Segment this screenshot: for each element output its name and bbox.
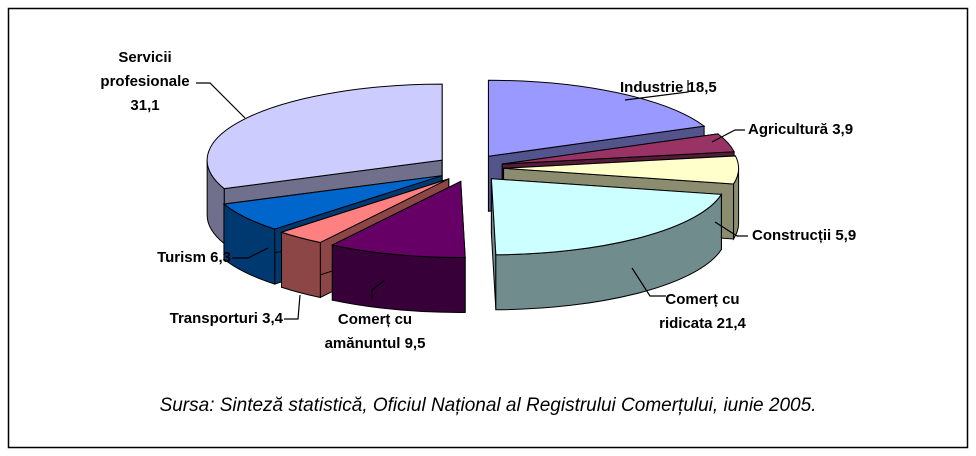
slice — [330, 180, 466, 258]
leader-lines — [196, 80, 748, 320]
label: Turism 6,3 — [157, 249, 231, 266]
slice — [502, 133, 735, 165]
slice — [279, 178, 449, 244]
label: Transporturi 3,4 — [169, 310, 283, 327]
slice-wall — [281, 231, 321, 299]
label: Comerț cu ridicata 21,4 — [659, 291, 746, 332]
slice — [490, 178, 723, 256]
label: Construcții 5,9 — [752, 227, 857, 244]
label: Servicii profesionale 31,1 — [100, 49, 190, 114]
slice — [487, 79, 706, 157]
label: Comerț cu amănuntul 9,5 — [324, 311, 426, 352]
label: Agricultură 3,9 — [748, 121, 854, 138]
label: Industrie 18,5 — [620, 79, 717, 96]
slice — [206, 83, 443, 190]
source-note: Sursa: Sinteză statistică, Oficiul Națio… — [159, 395, 817, 416]
slice — [503, 155, 740, 185]
slice — [222, 175, 443, 230]
